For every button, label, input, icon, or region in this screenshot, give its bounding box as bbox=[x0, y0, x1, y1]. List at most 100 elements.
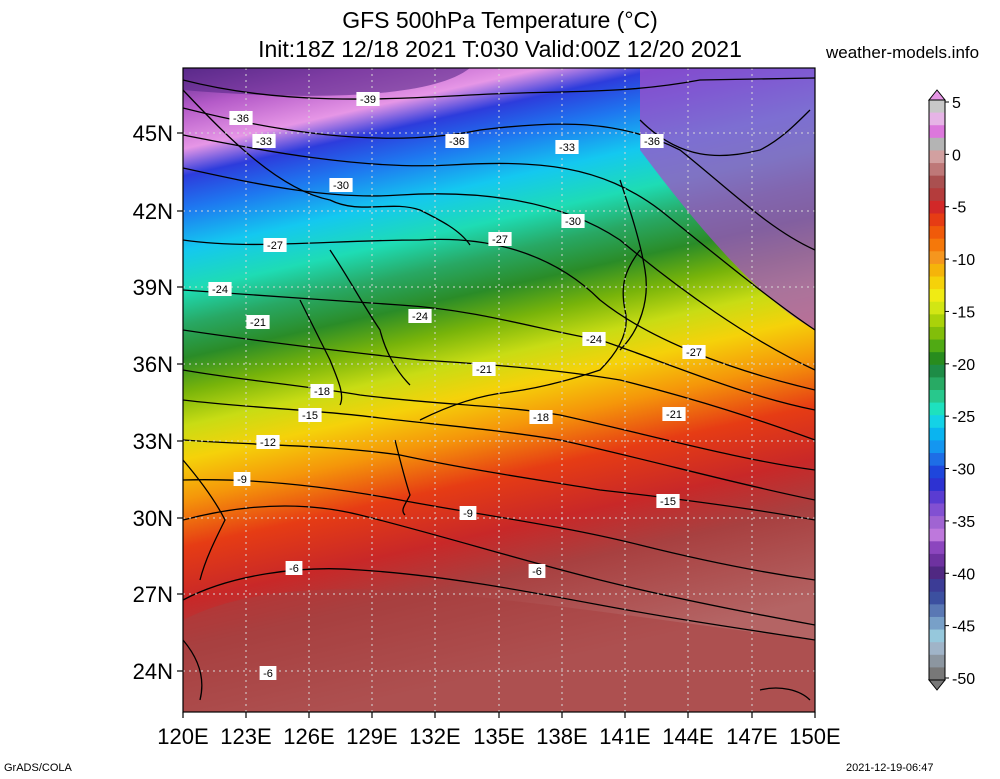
latitude-label: 33N bbox=[133, 429, 173, 454]
contour-label: -18 bbox=[314, 386, 330, 398]
contour-label: -6 bbox=[532, 566, 542, 578]
contour-label-box bbox=[472, 362, 496, 376]
colorbar-swatch bbox=[929, 465, 945, 479]
colorbar-swatch bbox=[929, 604, 945, 618]
colorbar-swatch bbox=[929, 390, 945, 404]
colorbar-swatch bbox=[929, 427, 945, 441]
contour-label-box bbox=[640, 134, 664, 148]
contour-label-box bbox=[488, 232, 512, 246]
longitude-label: 147E bbox=[726, 724, 777, 749]
colorbar-frame bbox=[928, 99, 946, 681]
colorbar-label: -50 bbox=[952, 671, 975, 688]
contour-label: -27 bbox=[492, 234, 508, 246]
colorbar-swatch bbox=[929, 339, 945, 353]
colorbar-swatch bbox=[929, 175, 945, 189]
contour-label: -24 bbox=[586, 334, 602, 346]
latitude-label: 36N bbox=[133, 352, 173, 377]
contour-label: -15 bbox=[660, 496, 676, 508]
contour-label: -21 bbox=[666, 409, 682, 421]
longitude-label: 129E bbox=[346, 724, 397, 749]
site-credit: weather-models.info bbox=[826, 43, 980, 62]
latitude-label: 42N bbox=[133, 199, 173, 224]
contour-label: -21 bbox=[476, 364, 492, 376]
colorbar-label: -45 bbox=[952, 619, 975, 636]
colorbar-swatch bbox=[929, 579, 945, 593]
colorbar-swatch bbox=[929, 364, 945, 378]
contour-label: -6 bbox=[289, 563, 299, 575]
colorbar-label: -5 bbox=[952, 200, 966, 217]
colorbar-swatch bbox=[929, 415, 945, 429]
contour-label-box bbox=[555, 140, 579, 154]
longitude-label: 123E bbox=[220, 724, 271, 749]
colorbar-label: -10 bbox=[952, 252, 975, 269]
latitude-labels: 45N 42N 39N 36N 33N 30N 27N 24N bbox=[133, 121, 173, 684]
colorbar-swatch bbox=[929, 326, 945, 341]
footer-timestamp: 2021-12-19-06:47 bbox=[846, 762, 934, 774]
latitude-label: 39N bbox=[133, 275, 173, 300]
contour-label: -24 bbox=[412, 311, 428, 323]
colorbar-label: -30 bbox=[952, 462, 975, 479]
colorbar-swatch bbox=[929, 616, 945, 631]
colorbar-swatch bbox=[929, 490, 945, 504]
colorbar-swatch bbox=[929, 453, 945, 467]
map-title: GFS 500hPa Temperature (°C) bbox=[342, 7, 658, 33]
colorbar-label: 0 bbox=[952, 147, 961, 164]
colorbar-swatch bbox=[929, 553, 945, 568]
colorbar-swatch bbox=[929, 629, 945, 643]
colorbar-bottom-arrow bbox=[927, 679, 947, 691]
contour-label-box bbox=[310, 384, 334, 398]
colorbar-label: -25 bbox=[952, 409, 975, 426]
contour-label-box bbox=[298, 408, 322, 422]
colorbar-swatch bbox=[929, 566, 945, 580]
contour-label: -12 bbox=[260, 437, 276, 449]
colorbar-swatch bbox=[929, 150, 945, 164]
map-subtitle: Init:18Z 12/18 2021 T:030 Valid:00Z 12/2… bbox=[258, 36, 742, 62]
colorbar-swatch bbox=[929, 591, 945, 605]
contour-label-box bbox=[263, 238, 287, 252]
contour-label: -27 bbox=[686, 347, 702, 359]
contour-label-box bbox=[561, 214, 585, 228]
contour-label-box bbox=[252, 134, 276, 148]
colorbar-swatch bbox=[929, 314, 945, 328]
contour-label: -30 bbox=[333, 180, 349, 192]
colorbar-label: -15 bbox=[952, 304, 975, 321]
colorbar-swatch bbox=[929, 200, 945, 214]
footer-credit: GrADS/COLA bbox=[4, 762, 72, 774]
contour-labels: -39 -36 -36 -36 -33 -33 -30 -30 -27 -27 -27 -24 -24 -… bbox=[208, 92, 706, 680]
colorbar-swatch bbox=[929, 100, 945, 114]
colorbar-swatch bbox=[929, 188, 945, 202]
contour-label-box bbox=[256, 435, 280, 449]
contour-label-box bbox=[682, 345, 706, 359]
contour-label: -18 bbox=[533, 412, 549, 424]
axis-ticks bbox=[177, 132, 816, 718]
longitude-label: 138E bbox=[536, 724, 587, 749]
colorbar: 5 0 -5 -10 -15 -20 -25 -30 -35 -40 -45 -50 bbox=[927, 89, 975, 691]
colorbar-swatch bbox=[929, 352, 945, 366]
colorbar-swatch bbox=[929, 440, 945, 454]
longitude-label: 120E bbox=[157, 724, 208, 749]
colorbar-swatch bbox=[929, 541, 945, 555]
latitude-label: 30N bbox=[133, 506, 173, 531]
longitude-label: 141E bbox=[599, 724, 650, 749]
colorbar-swatch bbox=[929, 213, 945, 227]
colorbar-swatch bbox=[929, 516, 945, 530]
contour-label: -36 bbox=[449, 136, 465, 148]
contour-label-box bbox=[445, 134, 469, 148]
contour-label-box bbox=[528, 564, 546, 578]
latitude-label: 27N bbox=[133, 582, 173, 607]
contour-label: -27 bbox=[267, 240, 283, 252]
contour-label-box bbox=[246, 315, 270, 329]
colorbar-label: -20 bbox=[952, 357, 975, 374]
contour-label-box bbox=[356, 92, 380, 106]
latitude-label: 24N bbox=[133, 659, 173, 684]
contour-label: -36 bbox=[644, 136, 660, 148]
longitude-label: 132E bbox=[409, 724, 460, 749]
longitude-label: 126E bbox=[283, 724, 334, 749]
colorbar-swatch bbox=[929, 238, 945, 252]
contour-label: -24 bbox=[212, 284, 228, 296]
contour-label-box bbox=[529, 410, 553, 424]
contour-label-box bbox=[329, 178, 353, 192]
contour-label: -15 bbox=[302, 410, 318, 422]
colorbar-swatch bbox=[929, 125, 945, 139]
